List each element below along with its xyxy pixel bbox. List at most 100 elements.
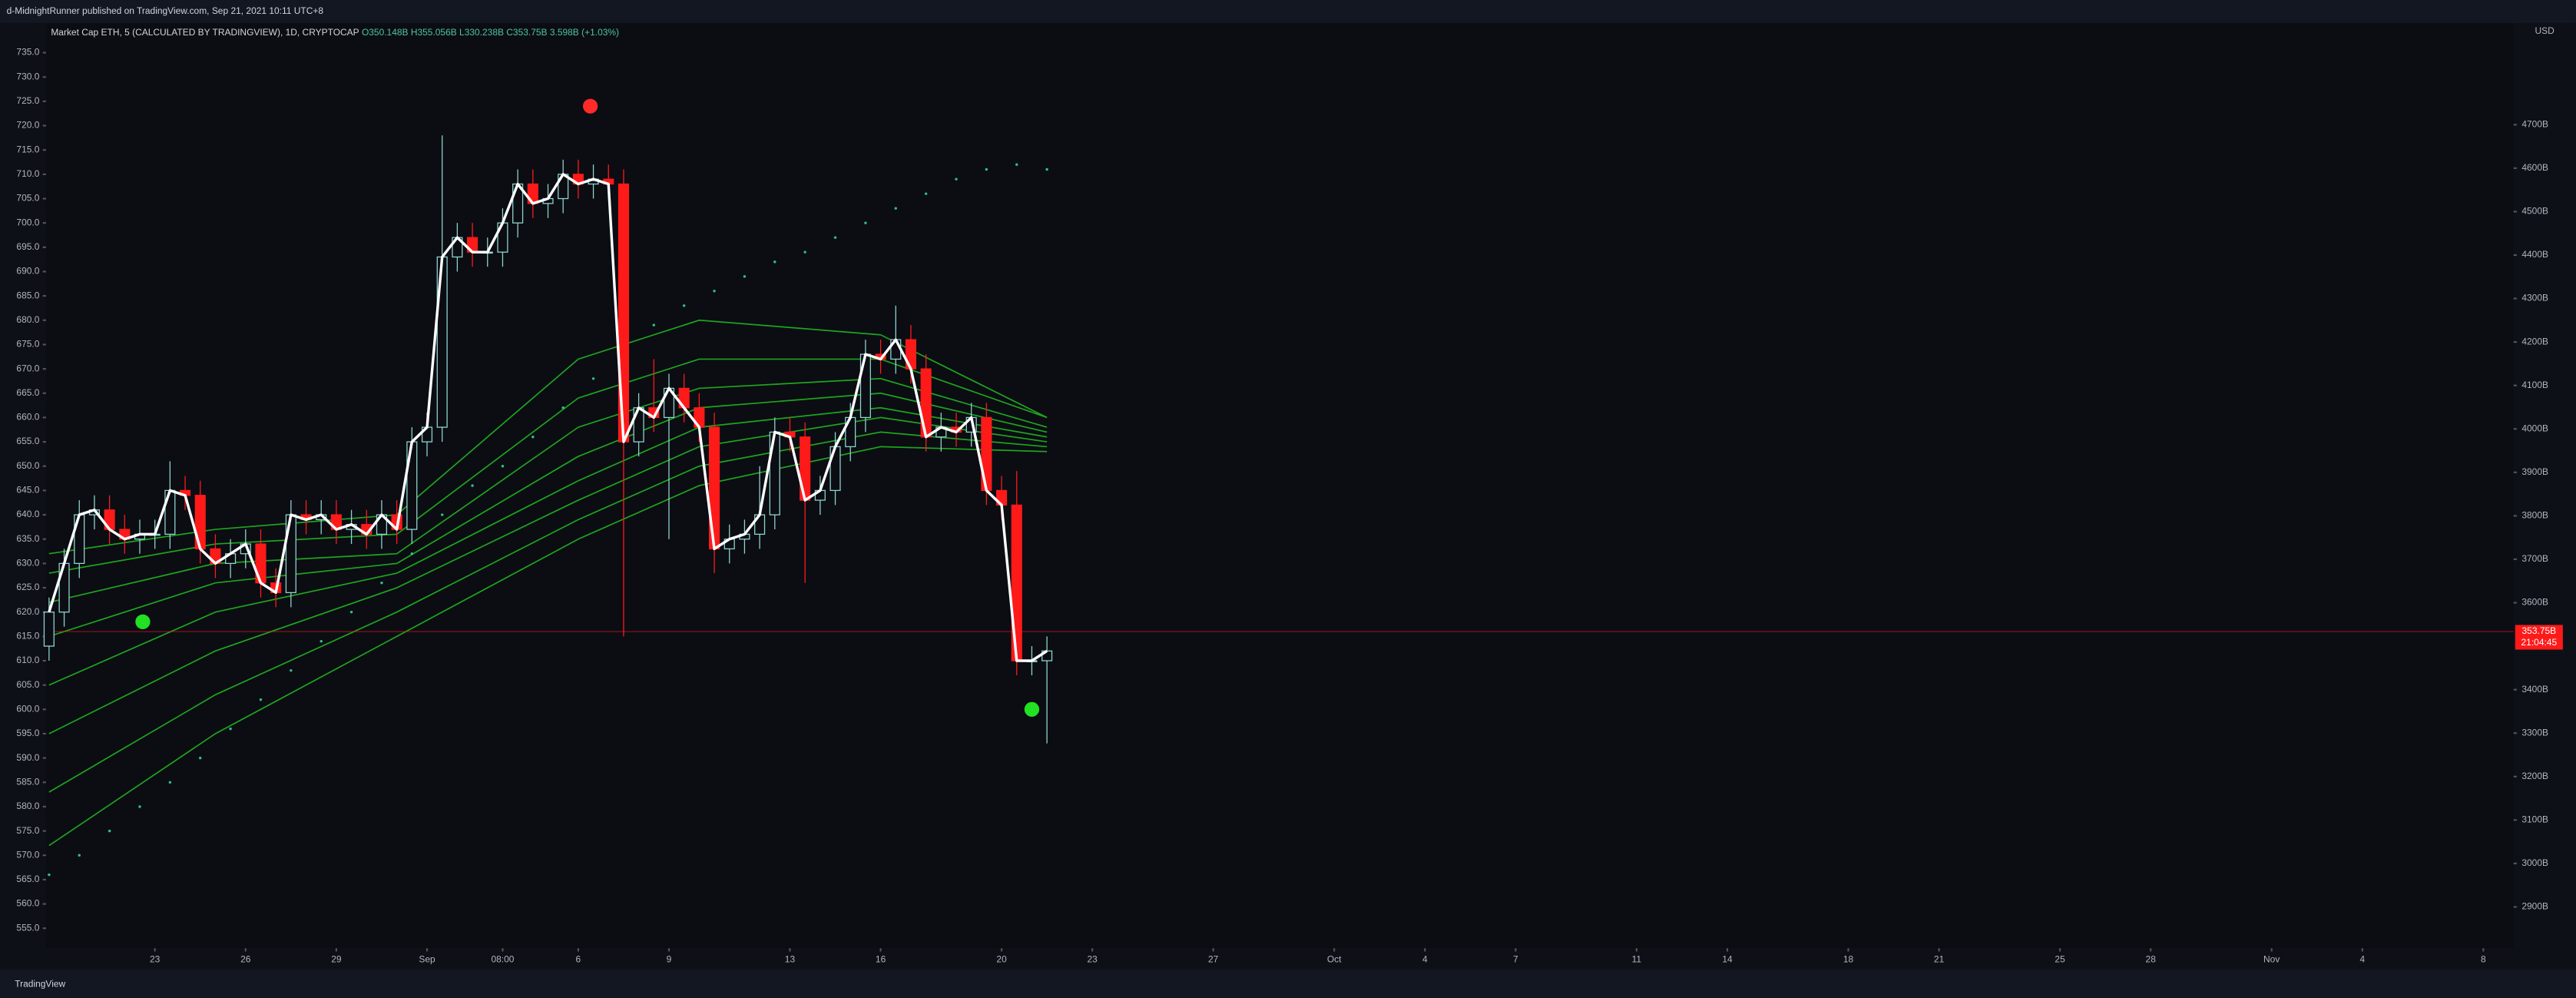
y-tick-label: 575.0 bbox=[16, 825, 39, 836]
sar-dot bbox=[501, 465, 505, 468]
sar-dot bbox=[471, 484, 474, 487]
sar-dot bbox=[78, 854, 81, 857]
y-tick-label: 610.0 bbox=[16, 655, 39, 665]
sar-dot bbox=[410, 552, 414, 555]
x-tick-label: 16 bbox=[876, 953, 886, 964]
sar-dot bbox=[864, 221, 867, 224]
y2-tick-label: 3100B bbox=[2521, 814, 2548, 824]
y-tick-label: 605.0 bbox=[16, 679, 39, 690]
y2-tick-label: 4100B bbox=[2521, 380, 2548, 390]
x-tick-label: 6 bbox=[576, 953, 581, 964]
left-axis bbox=[0, 22, 46, 949]
ribbon-line bbox=[48, 446, 1048, 847]
y-tick-label: 715.0 bbox=[16, 144, 39, 154]
y-tick-label: 675.0 bbox=[16, 339, 39, 350]
x-tick-label: 29 bbox=[331, 953, 342, 964]
y2-tick-label: 4600B bbox=[2521, 162, 2548, 173]
close-line bbox=[48, 173, 1048, 662]
brand: TradingView bbox=[15, 978, 65, 989]
y2-tick-label: 2900B bbox=[2521, 901, 2548, 912]
y-tick-label: 650.0 bbox=[16, 460, 39, 471]
sar-dot bbox=[168, 781, 172, 784]
x-tick-label: 26 bbox=[240, 953, 251, 964]
x-tick-label: 13 bbox=[785, 953, 796, 964]
sar-dot bbox=[108, 829, 111, 833]
y-tick-label: 640.0 bbox=[16, 509, 39, 519]
legend-low: L330.238B bbox=[459, 27, 504, 38]
x-tick-label: 8 bbox=[2481, 953, 2486, 964]
y-tick-label: 625.0 bbox=[16, 582, 39, 592]
x-tick-label: 20 bbox=[996, 953, 1007, 964]
sar-dot bbox=[894, 207, 897, 210]
y-tick-label: 595.0 bbox=[16, 728, 39, 738]
sar-dot bbox=[773, 260, 776, 264]
y2-tick-label: 3300B bbox=[2521, 727, 2548, 738]
y-tick-label: 685.0 bbox=[16, 290, 39, 300]
y-tick-label: 695.0 bbox=[16, 241, 39, 252]
sar-dot bbox=[531, 436, 535, 439]
y2-tick-label: 3600B bbox=[2521, 597, 2548, 608]
sar-dot bbox=[440, 513, 444, 516]
x-tick-label: 9 bbox=[667, 953, 672, 964]
price-label: 353.75B bbox=[2522, 625, 2557, 636]
x-tick-label: 23 bbox=[150, 953, 161, 964]
sar-dot bbox=[833, 236, 837, 239]
bottom-axis bbox=[0, 948, 2576, 970]
y-tick-label: 645.0 bbox=[16, 485, 39, 496]
sar-dot bbox=[652, 323, 656, 327]
ribbon-line bbox=[48, 406, 1048, 686]
x-tick-label: Sep bbox=[419, 953, 435, 964]
y-tick-label: 635.0 bbox=[16, 533, 39, 544]
x-tick-label: 21 bbox=[1934, 953, 1945, 964]
y-tick-label: 720.0 bbox=[16, 120, 39, 131]
ribbon-line bbox=[48, 392, 1048, 638]
y2-tick-label: 4200B bbox=[2521, 336, 2548, 346]
legend: Market Cap ETH, 5 (CALCULATED BY TRADING… bbox=[51, 27, 619, 38]
x-tick-label: 08:00 bbox=[491, 953, 514, 964]
sar-dot bbox=[955, 177, 958, 181]
y2-tick-label: 4500B bbox=[2521, 206, 2548, 217]
y-tick-label: 705.0 bbox=[16, 193, 39, 204]
ribbon-line bbox=[48, 416, 1048, 734]
sar-dot bbox=[682, 304, 686, 307]
legend-change: 3.598B (+1.03%) bbox=[550, 27, 619, 38]
y-tick-label: 700.0 bbox=[16, 217, 39, 227]
ribbon-line bbox=[48, 319, 1048, 555]
y-tick-label: 565.0 bbox=[16, 874, 39, 884]
signal-dot bbox=[135, 614, 151, 629]
right-axis bbox=[2513, 22, 2576, 949]
ribbon-line bbox=[48, 431, 1048, 793]
sar-dot bbox=[591, 377, 595, 380]
sar-dot bbox=[743, 275, 747, 278]
plot-area bbox=[45, 22, 2514, 949]
y-tick-label: 680.0 bbox=[16, 314, 39, 325]
y-tick-label: 660.0 bbox=[16, 412, 39, 423]
y2-tick-label: 3700B bbox=[2521, 553, 2548, 564]
sar-dot bbox=[803, 250, 806, 254]
signal-dot bbox=[1024, 701, 1040, 717]
sar-dot bbox=[320, 639, 323, 643]
y-tick-label: 710.0 bbox=[16, 168, 39, 179]
y2-tick-label: 4700B bbox=[2521, 118, 2548, 129]
legend-open: O350.148B bbox=[362, 27, 409, 38]
x-tick-label: 25 bbox=[2055, 953, 2065, 964]
price-label-box bbox=[2515, 625, 2563, 650]
sar-dot bbox=[290, 668, 293, 672]
y-tick-label: 570.0 bbox=[16, 849, 39, 860]
y2-tick-label: 3400B bbox=[2521, 684, 2548, 695]
y-tick-label: 615.0 bbox=[16, 630, 39, 641]
y-tick-label: 555.0 bbox=[16, 922, 39, 933]
y2-tick-label: 4400B bbox=[2521, 249, 2548, 260]
sar-dot bbox=[48, 873, 51, 877]
sar-dot bbox=[713, 290, 716, 293]
y-tick-label: 560.0 bbox=[16, 898, 39, 909]
x-tick-label: Nov bbox=[2263, 953, 2280, 964]
y2-tick-label: 4300B bbox=[2521, 293, 2548, 303]
x-tick-label: 4 bbox=[2359, 953, 2365, 964]
sar-dot bbox=[259, 698, 263, 701]
y-tick-label: 600.0 bbox=[16, 703, 39, 714]
y-tick-label: 655.0 bbox=[16, 436, 39, 446]
y-tick-label: 580.0 bbox=[16, 801, 39, 811]
